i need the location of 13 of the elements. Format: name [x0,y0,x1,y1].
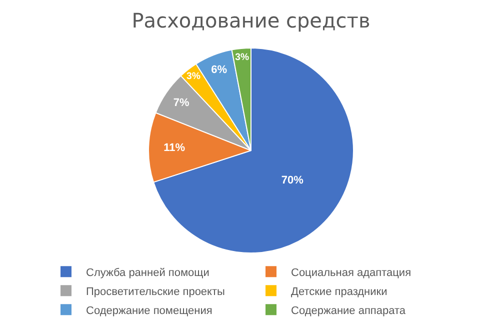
legend-label: Социальная адаптация [291,266,412,279]
legend-label: Содержание аппарата [291,304,406,317]
data-label: 6% [211,64,228,76]
legend-label: Служба ранней помощи [86,266,210,279]
data-label: 3% [235,52,250,63]
data-label: 7% [173,97,190,110]
legend-label: Детские праздники [291,286,388,298]
chart-title: Расходование средств [132,8,370,32]
data-label: 70% [281,174,304,187]
data-label: 11% [164,142,186,154]
legend-label: Содержание помещения [86,304,212,317]
data-label: 3% [186,71,201,82]
legend-label: Просветительские проекты [86,286,226,298]
